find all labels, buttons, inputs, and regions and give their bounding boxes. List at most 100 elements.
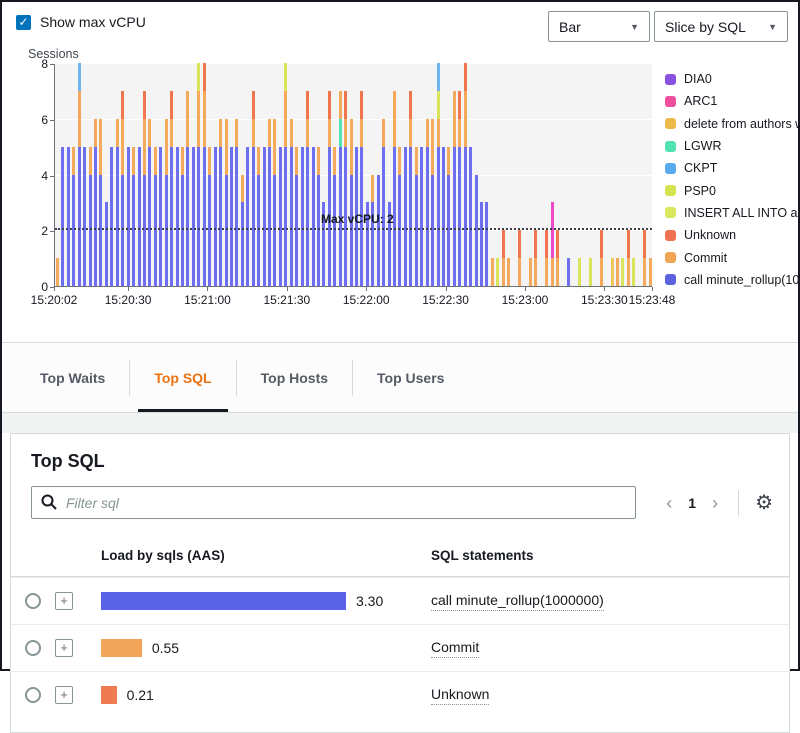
legend-label: INSERT ALL INTO aut — [684, 205, 798, 220]
bar-segment-r — [219, 146, 223, 286]
slice-by-dropdown[interactable]: Slice by SQL ▼ — [654, 11, 788, 42]
bar-segment-u — [545, 230, 549, 259]
row-radio-button[interactable] — [25, 687, 41, 703]
legend-swatch-icon — [665, 140, 676, 152]
tab-top-hosts[interactable]: Top Hosts — [260, 369, 329, 386]
x-tick-mark — [445, 287, 447, 291]
stacked-bar — [99, 118, 103, 286]
row-radio-button[interactable] — [25, 640, 41, 656]
x-tick-mark — [524, 287, 526, 291]
load-value: 3.30 — [356, 593, 384, 609]
bar-segment-r — [420, 146, 424, 286]
bar-segment-c — [507, 258, 511, 286]
legend-label: ARC1 — [684, 94, 718, 109]
sql-statement-link[interactable]: Unknown — [431, 686, 490, 705]
bar-segment-r — [371, 202, 375, 286]
settings-gear-icon[interactable]: ⚙ — [755, 491, 773, 514]
bar-segment-r — [327, 146, 331, 286]
bar-segment-c — [643, 258, 647, 286]
bar-segment-r — [295, 174, 299, 286]
bar-segment-c — [268, 118, 272, 147]
table-header-row: Load by sqls (AAS) SQL statements — [11, 535, 789, 577]
stacked-bar — [338, 90, 342, 286]
bar-segment-c — [409, 118, 413, 147]
legend-item[interactable]: delete from authors wh — [665, 113, 798, 135]
bar-segment-c — [72, 146, 76, 175]
filter-row: ‹ 1 › ⚙ — [11, 486, 789, 535]
bar-segment-r — [436, 146, 440, 286]
top-sql-card: Top SQL ‹ 1 › ⚙ Load by sqls (AAS) SQL s… — [10, 433, 790, 733]
bar-segment-u — [458, 90, 462, 119]
stacked-bar — [66, 146, 70, 286]
bar-segment-r — [349, 174, 353, 286]
bar-segment-r — [474, 174, 478, 286]
search-box — [31, 486, 637, 519]
legend-item[interactable]: Commit — [665, 246, 798, 268]
stacked-bar — [257, 146, 261, 286]
legend-item[interactable]: ARC1 — [665, 90, 798, 112]
stacked-bar — [202, 63, 206, 286]
bar-segment-u — [306, 90, 310, 119]
y-tick-mark — [50, 119, 54, 121]
legend-item[interactable]: call minute_rollup(100 — [665, 269, 798, 291]
stacked-bar — [528, 258, 532, 286]
stacked-bar — [414, 146, 418, 286]
stacked-bar — [452, 90, 456, 286]
legend-item[interactable]: LGWR — [665, 135, 798, 157]
previous-page-button[interactable]: ‹ — [666, 492, 673, 513]
filter-sql-input[interactable] — [31, 486, 637, 519]
legend-item[interactable]: DIA0 — [665, 68, 798, 90]
x-tick-mark — [286, 287, 288, 291]
legend-item[interactable]: PSP0 — [665, 179, 798, 201]
load-value: 0.21 — [126, 687, 154, 703]
stacked-bar — [115, 118, 119, 286]
y-tick-label: 8 — [41, 57, 48, 71]
sql-statement-link[interactable]: call minute_rollup(1000000) — [431, 592, 604, 611]
bar-segment-r — [300, 146, 304, 286]
expand-row-button[interactable]: + — [55, 592, 73, 610]
bar-segment-r — [257, 174, 261, 286]
bar-segment-c — [197, 90, 201, 147]
tab-top-users[interactable]: Top Users — [377, 369, 445, 386]
bar-segment-c — [289, 118, 293, 147]
gridline — [55, 63, 652, 64]
sql-statement-link[interactable]: Commit — [431, 639, 480, 658]
bar-segment-r — [393, 146, 397, 286]
stacked-bar — [387, 202, 391, 286]
stacked-bar — [556, 230, 560, 286]
bar-segment-r — [333, 174, 337, 286]
x-tick-mark — [207, 287, 209, 291]
x-tick-mark — [366, 287, 368, 291]
column-header-load: Load by sqls (AAS) — [101, 548, 225, 563]
bar-segment-r — [126, 146, 130, 286]
bar-segment-c — [235, 118, 239, 147]
stacked-bar — [104, 202, 108, 286]
bar-segment-c — [164, 118, 168, 175]
stacked-bar — [371, 174, 375, 286]
bar-segment-r — [132, 174, 136, 286]
row-radio-button[interactable] — [25, 593, 41, 609]
expand-row-button[interactable]: + — [55, 686, 73, 704]
legend-swatch-icon — [665, 185, 676, 197]
stacked-bar — [295, 146, 299, 286]
bar-segment-p — [496, 258, 500, 286]
tab-divider — [129, 359, 131, 396]
bar-segment-u — [501, 230, 505, 259]
stacked-bar — [77, 63, 81, 286]
expand-row-button[interactable]: + — [55, 639, 73, 657]
tab-top-waits[interactable]: Top Waits — [40, 369, 106, 386]
bar-segment-c — [338, 90, 342, 119]
legend-item[interactable]: CKPT — [665, 157, 798, 179]
next-page-button[interactable]: › — [712, 492, 719, 513]
bar-segment-k — [436, 63, 440, 91]
x-tick-mark — [652, 287, 653, 291]
show-max-vcpu-checkbox[interactable]: ✓ — [16, 14, 31, 30]
bar-segment-r — [77, 146, 81, 286]
stacked-bar — [458, 90, 462, 286]
legend-item[interactable]: Unknown — [665, 224, 798, 246]
chart-type-dropdown[interactable]: Bar ▼ — [548, 11, 650, 42]
x-tick-label: 15:22:00 — [342, 293, 390, 307]
tab-top-sql[interactable]: Top SQL — [130, 343, 235, 412]
legend-label: Unknown — [684, 228, 737, 243]
legend-item[interactable]: INSERT ALL INTO aut — [665, 202, 798, 224]
